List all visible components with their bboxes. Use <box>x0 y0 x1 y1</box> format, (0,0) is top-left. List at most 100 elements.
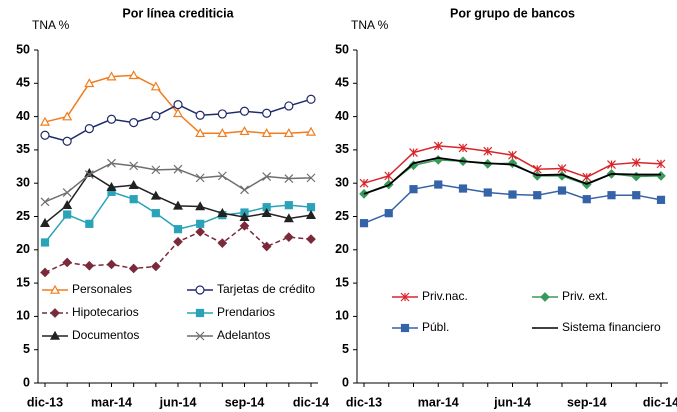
marker <box>217 109 227 119</box>
marker <box>150 190 161 200</box>
marker <box>631 158 641 167</box>
marker <box>85 219 94 228</box>
marker <box>261 207 272 217</box>
marker <box>40 267 50 278</box>
marker <box>40 238 50 247</box>
x-tick-label: dic-13 <box>346 395 382 409</box>
marker <box>106 71 117 81</box>
marker <box>62 111 73 121</box>
x-tick-label: mar-14 <box>418 395 459 409</box>
marker <box>384 171 394 181</box>
marker <box>172 108 184 118</box>
marker <box>84 123 94 134</box>
marker <box>508 150 517 160</box>
marker <box>239 220 250 231</box>
marker <box>173 100 183 110</box>
marker <box>306 173 316 183</box>
y-tick-label: 15 <box>335 275 349 289</box>
marker <box>106 259 117 270</box>
y-tick-label: 10 <box>16 309 30 323</box>
y-tick-label: 40 <box>335 109 349 123</box>
legend-label: Personales <box>72 282 132 296</box>
y-tick-label: 30 <box>335 175 349 189</box>
marker <box>62 199 73 209</box>
marker <box>62 188 72 197</box>
marker <box>172 200 184 210</box>
marker <box>151 209 160 218</box>
legend-label: Adelantos <box>217 328 270 342</box>
marker <box>40 130 50 140</box>
marker <box>173 225 183 234</box>
x-tick-label: dic-14 <box>293 395 329 409</box>
marker <box>107 158 116 168</box>
marker <box>39 116 51 126</box>
marker <box>607 191 616 200</box>
marker <box>62 136 72 146</box>
y-tick-label: 50 <box>335 42 349 56</box>
marker <box>195 226 206 237</box>
marker <box>458 184 468 193</box>
marker <box>84 170 94 179</box>
y-tick-label: 30 <box>16 175 30 189</box>
marker <box>262 172 272 181</box>
marker <box>557 186 567 195</box>
marker <box>239 211 250 221</box>
marker <box>283 213 294 223</box>
legend-label: Documentos <box>72 328 139 342</box>
marker <box>151 111 161 121</box>
marker <box>261 241 272 252</box>
marker <box>262 108 272 118</box>
y-tick-label: 45 <box>16 76 30 90</box>
marker <box>409 185 418 194</box>
marker <box>533 191 542 200</box>
y-tick-label: 5 <box>342 342 349 356</box>
y-tick-label: 40 <box>16 109 30 123</box>
series-line <box>44 172 312 224</box>
marker <box>151 165 161 175</box>
chart-title: Por línea crediticia <box>122 6 234 20</box>
x-tick-label: dic-13 <box>27 395 63 409</box>
legend-label: Priv.nac. <box>422 289 468 303</box>
y-tick-label: 15 <box>16 275 30 289</box>
y-tick-label: 20 <box>335 242 349 256</box>
marker <box>284 174 294 183</box>
marker <box>195 128 206 138</box>
marker <box>128 263 139 274</box>
marker <box>359 178 369 188</box>
legend-box <box>42 278 318 348</box>
y-tick-label: 0 <box>342 375 349 389</box>
marker <box>63 210 72 219</box>
marker <box>508 190 517 199</box>
y-tick-label: 35 <box>335 142 349 156</box>
marker <box>106 181 117 191</box>
marker <box>62 257 73 268</box>
marker <box>40 197 50 207</box>
marker <box>39 217 51 227</box>
marker <box>128 70 139 80</box>
x-tick-label: mar-14 <box>91 395 132 409</box>
y-tick-label: 25 <box>335 209 349 223</box>
marker <box>409 148 418 157</box>
marker <box>217 171 227 181</box>
marker <box>195 110 205 120</box>
marker <box>261 128 272 138</box>
series-line <box>363 156 661 195</box>
marker <box>217 238 228 248</box>
y-tick-label: 5 <box>23 342 30 356</box>
marker <box>400 292 410 302</box>
marker <box>359 219 369 228</box>
marker <box>305 209 317 219</box>
marker <box>217 128 228 138</box>
y-tick-label: 25 <box>16 209 30 223</box>
legend-label: Hipotecarios <box>72 305 139 319</box>
marker <box>195 201 206 211</box>
marker <box>195 285 205 295</box>
marker <box>656 159 666 169</box>
marker <box>195 173 205 183</box>
marker <box>240 185 249 195</box>
legend-label: Sistema financiero <box>562 320 661 334</box>
marker <box>540 292 550 302</box>
y-tick-label: 20 <box>16 242 30 256</box>
y-tick-label: 0 <box>23 375 30 389</box>
